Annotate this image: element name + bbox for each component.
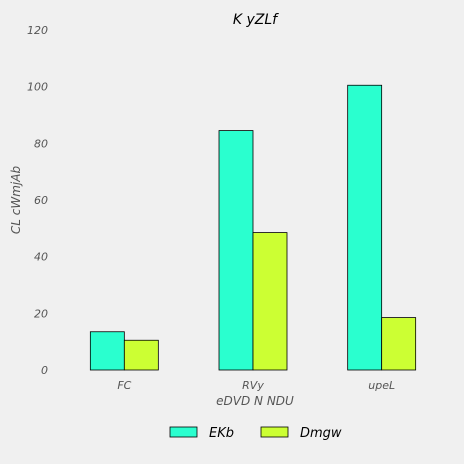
x-axis-label: eDVD N NDU bbox=[216, 394, 294, 408]
bar-EKb-RVy bbox=[218, 130, 254, 371]
bar-Dmgw-upeL bbox=[381, 317, 417, 371]
legend-swatch-EKb bbox=[169, 426, 198, 438]
y-axis-label: CL cWmjAb bbox=[9, 166, 23, 235]
y-tick-label: 60 bbox=[34, 194, 48, 207]
legend: EKb Dmgw bbox=[169, 426, 342, 441]
bar-EKb-upeL bbox=[347, 84, 383, 371]
x-tick-label: FC bbox=[117, 379, 131, 392]
y-tick-label: 0 bbox=[41, 364, 48, 377]
y-tick-label: 40 bbox=[34, 251, 48, 264]
legend-swatch-Dmgw bbox=[260, 426, 289, 438]
x-axis-ticks: FC RVy upeL bbox=[117, 379, 395, 392]
y-tick-label: 100 bbox=[27, 81, 48, 94]
y-tick-label: 120 bbox=[27, 24, 48, 37]
bar-EKb-FC bbox=[89, 331, 125, 371]
x-tick-label: upeL bbox=[368, 379, 395, 392]
legend-label-EKb: EKb bbox=[209, 426, 234, 441]
bars bbox=[89, 84, 417, 371]
y-axis-ticks: 0 20 40 60 80 100 120 bbox=[27, 24, 48, 377]
y-tick-label: 80 bbox=[34, 137, 48, 150]
bar-Dmgw-FC bbox=[123, 339, 159, 371]
legend-label-Dmgw: Dmgw bbox=[300, 426, 342, 441]
x-tick-label: RVy bbox=[242, 379, 264, 392]
y-tick-label: 20 bbox=[34, 307, 48, 320]
chart-title: K yZLf bbox=[233, 12, 279, 28]
bar-Dmgw-RVy bbox=[252, 232, 288, 371]
